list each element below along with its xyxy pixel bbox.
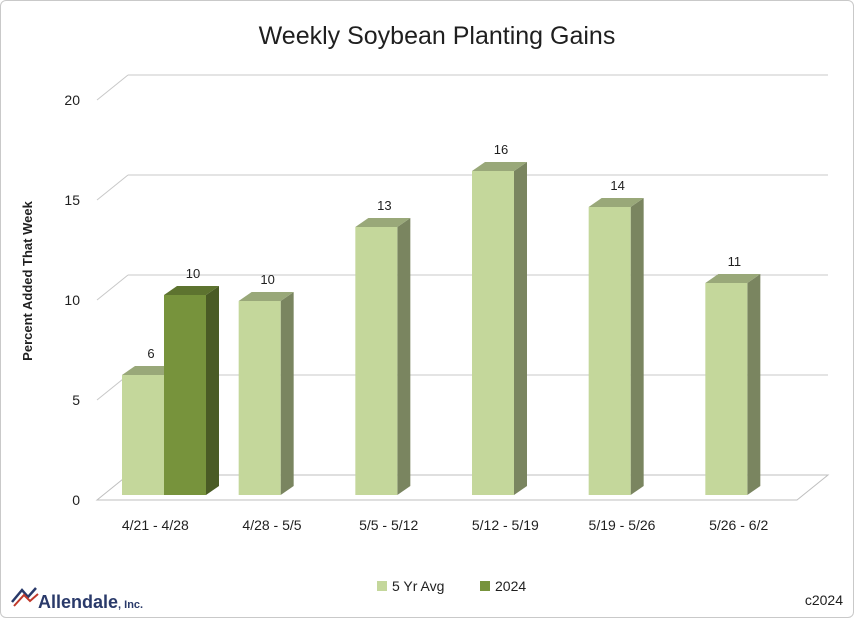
bar-top	[355, 218, 411, 227]
y-tick-label: 20	[64, 92, 80, 108]
bar-front	[355, 227, 398, 495]
logo-mountain-icon	[11, 587, 37, 603]
data-label: 6	[147, 346, 154, 361]
legend-swatch-5yr-avg	[377, 581, 387, 591]
allendale-logo: Allendale, Inc.	[11, 587, 143, 612]
bar-top	[588, 198, 644, 207]
bar-5-yr-avg-2	[355, 218, 411, 495]
bar-front	[588, 207, 631, 495]
x-tick-label: 4/21 - 4/28	[122, 517, 189, 533]
bar-side	[630, 198, 644, 495]
data-label: 14	[610, 178, 624, 193]
bar-front	[705, 283, 748, 495]
logo-text: Allendale, Inc.	[38, 592, 143, 612]
logo-accent-icon	[13, 593, 39, 607]
bar-side	[397, 218, 411, 495]
chart-title: Weekly Soybean Planting Gains	[259, 22, 616, 50]
legend-label-2024: 2024	[495, 578, 526, 594]
bar-front	[164, 295, 206, 495]
y-axis-ticks: 0 5 10 15 20	[64, 92, 80, 508]
bar-side	[206, 286, 219, 495]
data-label: 13	[377, 198, 391, 213]
data-label: 10	[260, 272, 274, 287]
bars	[122, 162, 761, 495]
y-tick-label: 0	[72, 492, 80, 508]
bar-front	[472, 171, 514, 495]
bar-side	[280, 292, 294, 495]
bar-front	[238, 301, 281, 495]
gridline-side	[96, 74, 129, 101]
legend-label-5yr-avg: 5 Yr Avg	[392, 578, 444, 594]
y-tick-label: 5	[72, 392, 80, 408]
x-tick-label: 5/26 - 6/2	[709, 517, 768, 533]
bar-5-yr-avg-5	[705, 274, 761, 495]
legend-swatch-2024	[480, 581, 490, 591]
data-label: 16	[494, 142, 508, 157]
data-label: 11	[728, 254, 742, 269]
bar-side	[747, 274, 761, 495]
y-tick-label: 15	[64, 192, 80, 208]
bar-top	[472, 162, 527, 171]
copyright: c2024	[805, 592, 843, 608]
bar-top	[164, 286, 219, 295]
bar-top	[705, 274, 761, 283]
bar-5-yr-avg-1	[238, 292, 294, 495]
x-tick-label: 4/28 - 5/5	[242, 517, 301, 533]
bar-front	[122, 375, 164, 495]
bar-2024-0	[164, 286, 219, 495]
x-tick-label: 5/5 - 5/12	[359, 517, 418, 533]
x-tick-label: 5/12 - 5/19	[472, 517, 539, 533]
x-axis-ticks: 4/21 - 4/28 4/28 - 5/5 5/5 - 5/12 5/12 - 5/…	[122, 517, 769, 533]
bar-5-yr-avg-3	[472, 162, 527, 495]
legend: 5 Yr Avg 2024	[377, 578, 526, 594]
data-labels: 6 10 10 13 16 14 11	[147, 142, 741, 361]
bar-side	[514, 162, 527, 495]
x-tick-label: 5/19 - 5/26	[589, 517, 656, 533]
gridline-side	[96, 274, 129, 301]
bar-top	[122, 366, 177, 375]
y-axis-label: Percent Added That Week	[20, 200, 35, 360]
bar-top	[238, 292, 294, 301]
gridline-side	[96, 174, 129, 201]
data-label: 10	[186, 266, 200, 281]
bar-5-yr-avg-4	[588, 198, 644, 495]
y-tick-label: 10	[64, 292, 80, 308]
